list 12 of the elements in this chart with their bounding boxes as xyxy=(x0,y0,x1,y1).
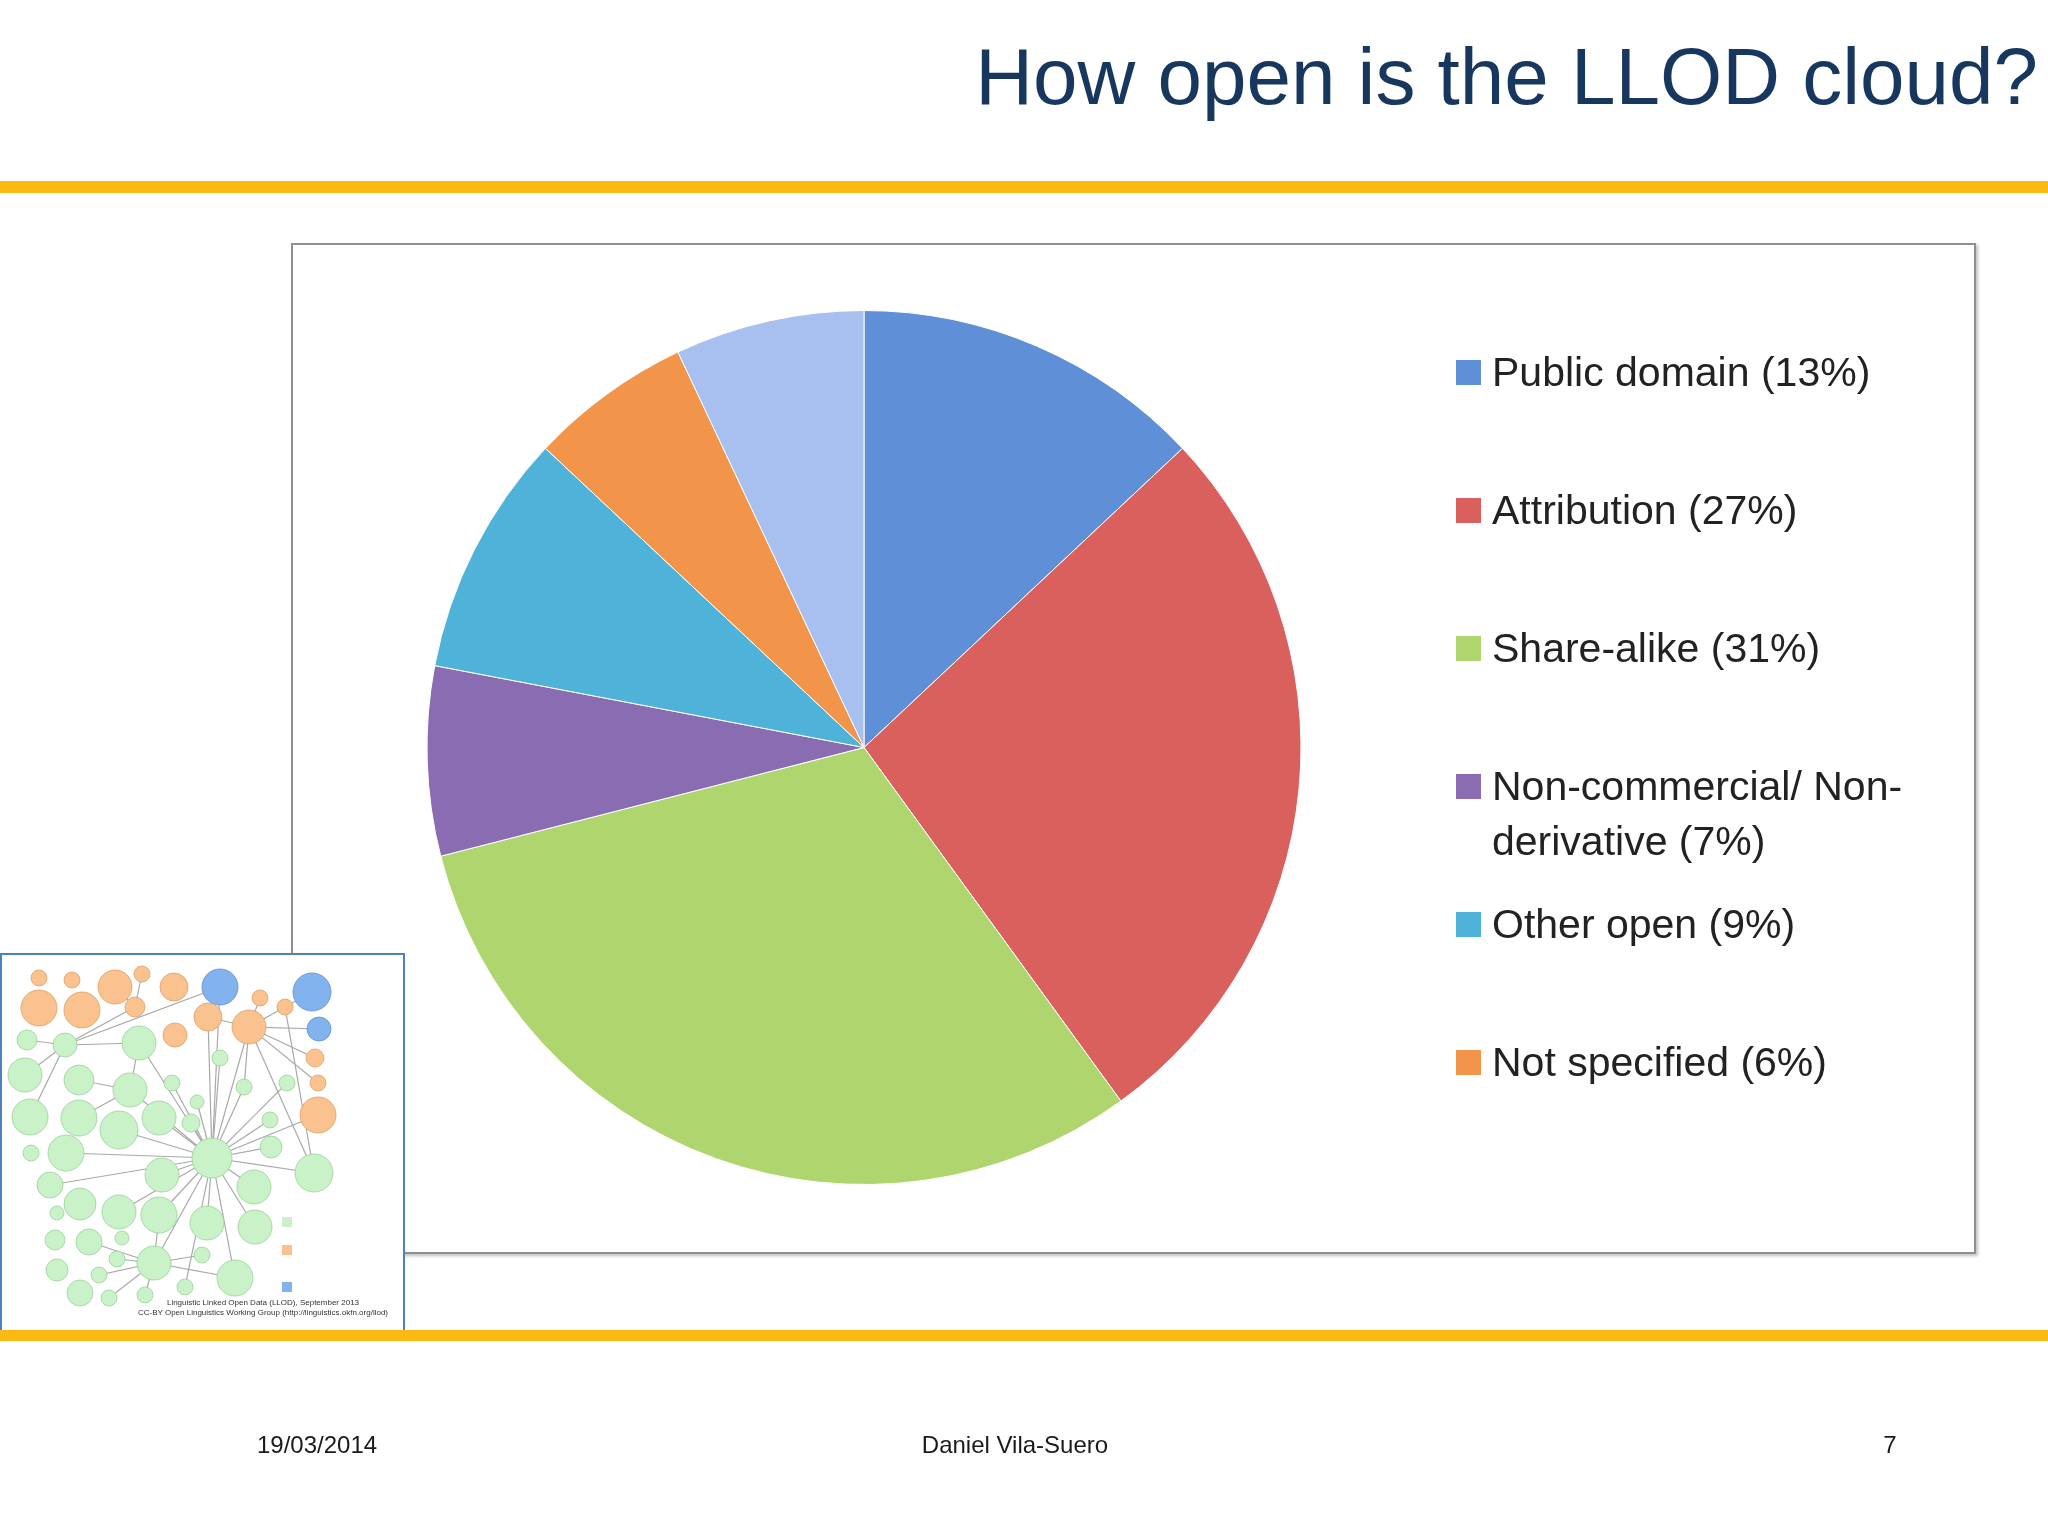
legend-label: Share-alike (31%) xyxy=(1492,624,1822,673)
text: Daniel Vila-Suero xyxy=(920,1431,1110,1458)
chart-title: How open is the LLOD cloud? xyxy=(975,32,2038,121)
text: Linguistic Linked Open Data (LLOD), September 2013 xyxy=(165,1298,361,1308)
legend-label: Not specified (6%) xyxy=(1492,1038,1828,1087)
text: 19/03/2014 xyxy=(257,1431,379,1458)
legend-label: Other open (9%) xyxy=(1492,900,1797,949)
legend-label: Attribution (27%) xyxy=(1492,486,1799,535)
legend-label: Non-commercial/ Non-derivative (7%) xyxy=(1492,762,1904,866)
text: 7 xyxy=(1882,1431,1898,1458)
text: CC-BY Open Linguistics Working Group (http://linguistics.okfn.org/llod) xyxy=(136,1308,389,1318)
legend-label: Public domain (13%) xyxy=(1492,348,1872,397)
